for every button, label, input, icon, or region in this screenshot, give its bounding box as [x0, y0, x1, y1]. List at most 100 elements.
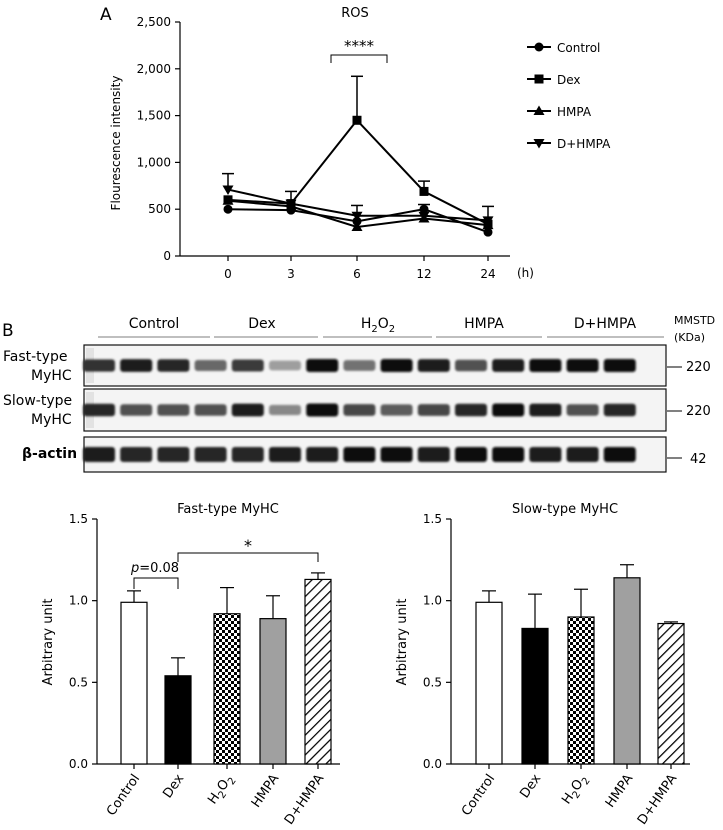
marker-actin: 42: [690, 452, 707, 467]
fast-x-tick-label: Dex: [160, 771, 187, 801]
blot-band: [492, 447, 525, 462]
ros-data-point: [482, 216, 494, 226]
blot-band: [120, 447, 153, 462]
slow-bar: [657, 622, 685, 765]
blot-band: [566, 359, 599, 372]
ros-y-tick-label: 500: [148, 202, 171, 216]
slow-x-tick-label: Dex: [517, 771, 544, 801]
fast-x-tick-label: D+HMPA: [282, 772, 327, 828]
blot-row-fast-type: [83, 344, 667, 387]
slow-bar: [521, 627, 549, 765]
ros-data-point: [351, 211, 363, 222]
blot-band: [231, 403, 264, 417]
slow-bar-hmpa: [613, 564, 641, 765]
slow-bar-dex: [521, 593, 549, 765]
slow-x-tick-label: Control: [459, 772, 498, 819]
slow-bar-d-hmpa: [657, 621, 685, 765]
blot-band: [529, 447, 562, 462]
fast-axes: 0.0 0.5 1.0 1.5: [69, 512, 340, 771]
panel-a-letter: A: [100, 5, 112, 25]
fast-y-tick-label: 1.5: [69, 512, 88, 526]
slow-bar-h2o2: [567, 588, 595, 765]
ros-data-point: [351, 221, 363, 231]
blot-band: [529, 403, 562, 417]
row-label-slow-line2: MyHC: [31, 412, 72, 428]
ros-y-axis-label: Flourescence intensity: [109, 76, 123, 211]
legend-item-control: Control: [527, 41, 600, 55]
blot-band: [455, 403, 487, 417]
legend-item-d-hmpa: D+HMPA: [527, 137, 611, 151]
slow-y-tick-label: 1.5: [423, 512, 442, 526]
slow-bar: [613, 577, 641, 765]
blot-band: [194, 360, 227, 371]
fast-bar: [304, 578, 332, 765]
blot-band: [417, 359, 450, 372]
row-label-fast-line1: Fast-type: [3, 349, 67, 365]
blot-band: [306, 447, 339, 462]
fast-bar-d-hmpa: [304, 572, 332, 765]
blot-header-h2o2: H2O2: [361, 316, 395, 335]
blot-band: [83, 403, 115, 417]
blot-band: [157, 359, 190, 372]
fast-type-bar-chart: Fast-type MyHC Arbitrary unit 0.0 0.5 1.0 1…: [41, 502, 340, 828]
fast-bar: [164, 675, 192, 765]
ros-data-point: [223, 204, 233, 214]
fast-annotation-p: p=0.08: [130, 561, 179, 589]
fast-bar: [259, 618, 287, 765]
row-label-actin: β-actin: [22, 446, 77, 462]
fast-bar-h2o2: [213, 586, 241, 765]
row-label-slow-line1: Slow-type: [3, 393, 72, 409]
blot-band: [83, 447, 115, 462]
blot-band: [417, 404, 450, 416]
legend-label-control: Control: [557, 41, 600, 55]
blot-row-actin: [83, 436, 667, 473]
ladder-label: MMSTD: [674, 314, 715, 327]
fast-x-tick-label: HMPA: [249, 772, 283, 811]
slow-type-bar-chart: Slow-type MyHC Arbitrary unit 0.0 0.5 1.0 1…: [395, 502, 690, 828]
ladder-unit: (KDa): [674, 331, 705, 344]
slow-title: Slow-type MyHC: [512, 502, 618, 517]
fast-bar-control: [120, 590, 148, 765]
blot-band: [492, 403, 525, 417]
ros-data-point: [222, 195, 234, 205]
blot-rows: [83, 344, 667, 473]
fast-x-tick-label: H2O2: [205, 772, 239, 809]
ros-x-tick-label: 24: [480, 267, 495, 281]
marker-fast: 220: [686, 360, 711, 375]
fast-annotation-star: *: [177, 536, 319, 562]
legend-label-hmpa: HMPA: [557, 105, 592, 119]
ros-significance-label: ****: [344, 37, 375, 55]
blot-band: [157, 404, 190, 416]
ros-y-tick-label: 2,000: [137, 62, 171, 76]
slow-y-tick-label: 0.5: [423, 675, 442, 689]
ros-series-hmpa: [222, 195, 494, 231]
blot-group-headers: Control Dex H2O2 HMPA D+HMPA: [98, 316, 664, 338]
blot-band: [566, 447, 599, 462]
blot-band: [306, 359, 339, 372]
fast-bar: [120, 601, 148, 765]
slow-y-tick-label: 1.0: [423, 594, 442, 608]
fast-x-tick-label: Control: [104, 772, 143, 819]
blot-header-dex: Dex: [248, 316, 275, 332]
blot-band: [194, 404, 227, 416]
slow-bars: [475, 564, 685, 765]
fast-title: Fast-type MyHC: [177, 502, 279, 517]
ros-data-point: [483, 227, 493, 237]
blot-band: [231, 359, 264, 372]
blot-band: [269, 404, 301, 416]
fast-annotation-star-label: *: [244, 536, 252, 555]
blot-band: [343, 360, 376, 371]
blot-band: [231, 447, 264, 462]
slow-bar: [475, 601, 503, 765]
ros-y-tick-label: 1,000: [137, 155, 171, 169]
blot-band: [455, 447, 487, 462]
blot-band: [157, 447, 190, 462]
fast-bars: [120, 572, 332, 765]
fast-y-tick-label: 1.0: [69, 594, 88, 608]
blot-band: [380, 359, 413, 372]
ros-data-point: [352, 115, 362, 125]
blot-band: [380, 404, 413, 416]
slow-bar-control: [475, 590, 503, 765]
blot-band: [603, 403, 636, 417]
blot-header-hmpa: HMPA: [464, 316, 504, 332]
